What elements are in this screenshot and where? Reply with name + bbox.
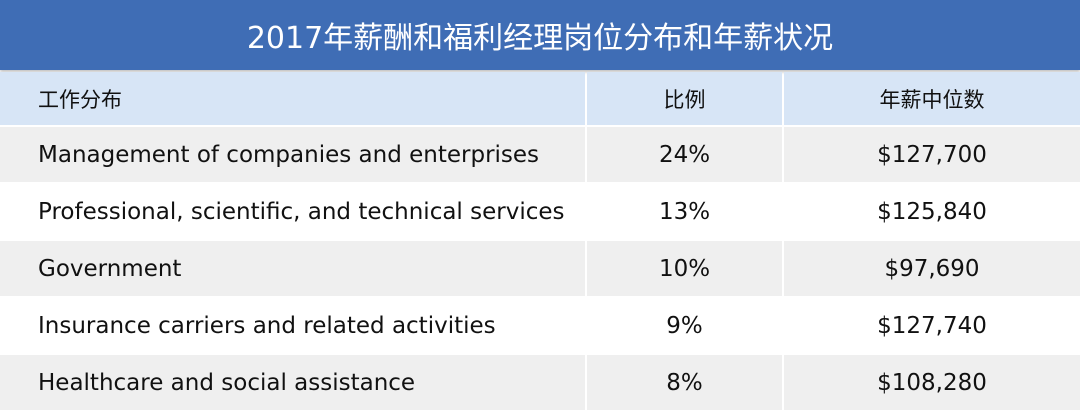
table-cell: Insurance carriers and related activitie… (0, 298, 585, 353)
table-row: Healthcare and social assistance 8% $108,2… (0, 355, 1080, 410)
header-row: 工作分布 比例 年薪中位数 (0, 72, 1080, 125)
table-cell: Professional, scientific, and technical … (0, 184, 585, 239)
table-cell: $127,700 (784, 127, 1080, 182)
header-cell: 工作分布 (0, 72, 585, 125)
table-cell: 13% (587, 184, 782, 239)
table-row: Professional, scientific, and technical … (0, 184, 1080, 239)
table-cell: 8% (587, 355, 782, 410)
table-cell: Government (0, 241, 585, 296)
table-row: Government 10% $97,690 (0, 241, 1080, 296)
table-cell: Healthcare and social assistance (0, 355, 585, 410)
table-title: 2017年薪酬和福利经理岗位分布和年薪状况 (0, 0, 1080, 70)
table-cell: $108,280 (784, 355, 1080, 410)
table-cell: $97,690 (784, 241, 1080, 296)
table-cell: $127,740 (784, 298, 1080, 353)
table-cell: 10% (587, 241, 782, 296)
table-cell: 9% (587, 298, 782, 353)
table-row: Insurance carriers and related activitie… (0, 298, 1080, 353)
table-cell: $125,840 (784, 184, 1080, 239)
table-cell: 24% (587, 127, 782, 182)
table-cell: Management of companies and enterprises (0, 127, 585, 182)
header-cell: 比例 (587, 72, 782, 125)
table: 工作分布 比例 年薪中位数 Management of companies and e… (0, 72, 1080, 412)
table-row: Management of companies and enterprises 2… (0, 127, 1080, 182)
header-cell: 年薪中位数 (784, 72, 1080, 125)
